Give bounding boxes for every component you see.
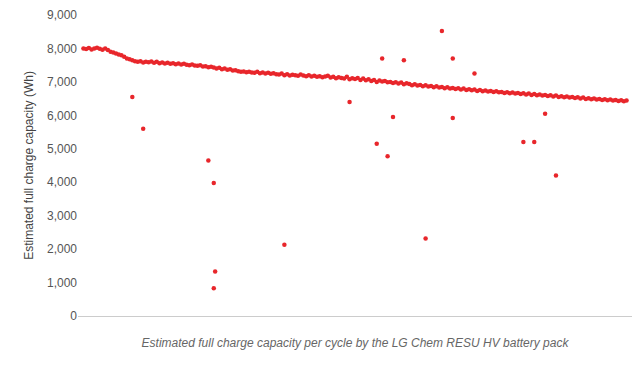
svg-text:1,000: 1,000 xyxy=(47,276,77,290)
svg-text:7,000: 7,000 xyxy=(47,75,77,89)
svg-text:Estimated full charge capacity: Estimated full charge capacity per cycle… xyxy=(142,336,570,350)
svg-text:Estimated full charge capacity: Estimated full charge capacity (Wh) xyxy=(22,71,36,260)
svg-text:3,000: 3,000 xyxy=(47,209,77,223)
svg-text:8,000: 8,000 xyxy=(47,42,77,56)
svg-text:0: 0 xyxy=(70,309,77,323)
svg-text:6,000: 6,000 xyxy=(47,109,77,123)
svg-text:9,000: 9,000 xyxy=(47,8,77,22)
svg-text:2,000: 2,000 xyxy=(47,242,77,256)
svg-text:4,000: 4,000 xyxy=(47,175,77,189)
svg-text:5,000: 5,000 xyxy=(47,142,77,156)
